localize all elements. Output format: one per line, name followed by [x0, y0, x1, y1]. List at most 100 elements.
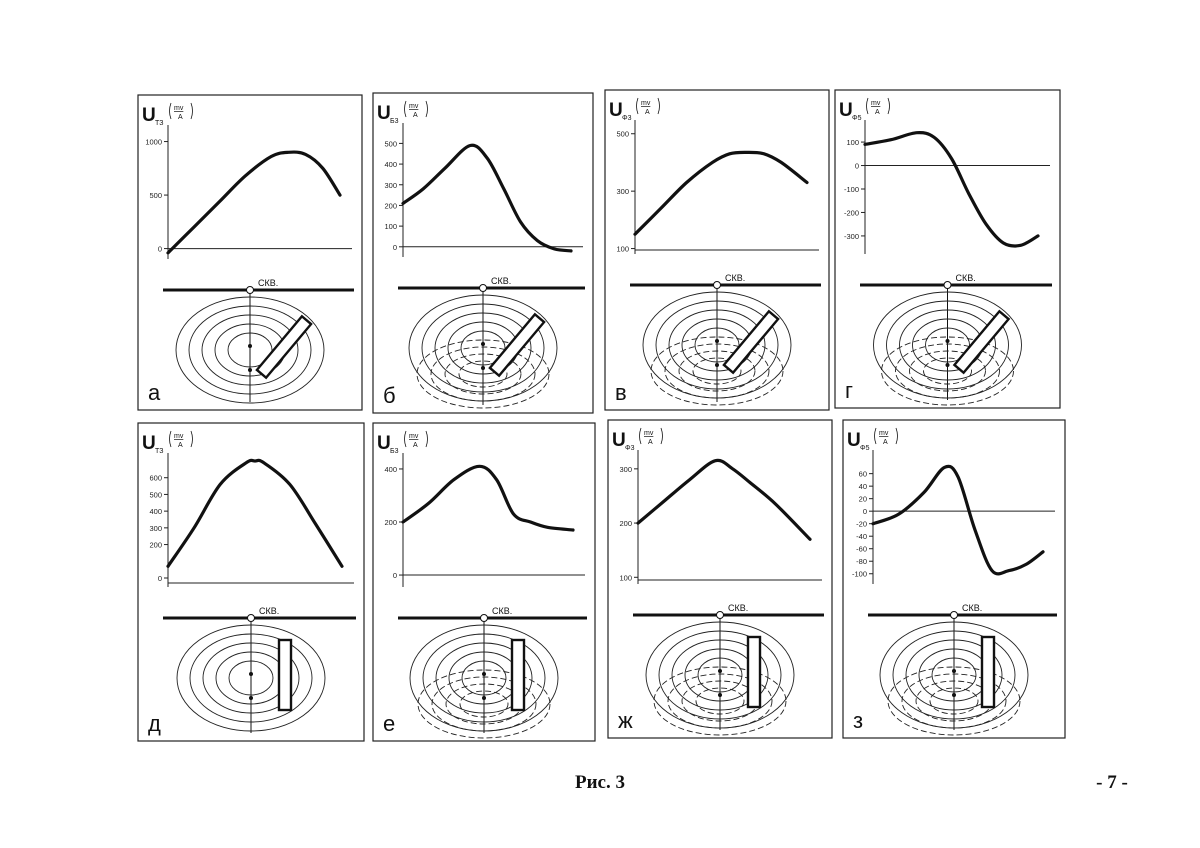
electrode-point: [718, 693, 722, 697]
data-curve: [403, 145, 571, 251]
y-axis-subscript: Б3: [390, 118, 399, 125]
borehole-marker: [247, 287, 254, 294]
electrode-point: [249, 696, 253, 700]
figure-caption: Рис. 3: [560, 772, 640, 794]
borehole-label: СКВ.: [956, 273, 976, 283]
unit-numerator: mv: [879, 430, 889, 437]
data-curve: [168, 152, 340, 253]
y-tick-label: 100: [846, 138, 859, 147]
y-tick-label: 300: [616, 187, 629, 196]
unit-denominator: A: [413, 112, 418, 119]
electrode-point: [482, 672, 486, 676]
y-tick-label: 400: [384, 160, 397, 169]
electrode-point: [952, 693, 956, 697]
y-tick-label: -300: [844, 232, 859, 241]
unit-numerator: mv: [409, 433, 419, 440]
panel-letter: з: [853, 708, 863, 733]
y-tick-label: 300: [149, 524, 162, 533]
y-tick-label: 500: [384, 139, 397, 148]
borehole-marker: [248, 615, 255, 622]
electrode-point: [952, 669, 956, 673]
y-axis-subscript: Φ3: [625, 445, 635, 452]
y-tick-label: 600: [149, 474, 162, 483]
y-axis-subscript: Б3: [390, 448, 399, 455]
y-tick-label: -60: [856, 545, 867, 554]
y-axis-title: U: [609, 100, 623, 121]
y-axis-subscript: ТЗ: [155, 448, 163, 455]
data-curve: [873, 466, 1043, 574]
y-tick-label: 500: [149, 191, 162, 200]
y-tick-label: 0: [393, 243, 397, 252]
y-axis-title: U: [612, 430, 626, 451]
unit-numerator: mv: [174, 105, 184, 112]
unit-denominator: A: [413, 442, 418, 449]
y-tick-label: 500: [149, 490, 162, 499]
panel-letter: ж: [618, 708, 633, 733]
y-tick-label: 500: [616, 130, 629, 139]
borehole-label: СКВ.: [491, 276, 511, 286]
y-axis-subscript: Φ5: [860, 445, 870, 452]
borehole-label: СКВ.: [259, 606, 279, 616]
panel-letter: а: [148, 380, 161, 405]
electrode-point: [718, 669, 722, 673]
borehole-label: СКВ.: [962, 603, 982, 613]
electrode-point: [715, 339, 719, 343]
borehole-label: СКВ.: [728, 603, 748, 613]
y-axis-title: U: [839, 100, 853, 121]
y-tick-label: 100: [384, 222, 397, 231]
y-axis-title: U: [847, 430, 861, 451]
unit-denominator: A: [648, 439, 653, 446]
electrode-point: [715, 363, 719, 367]
electrode-point: [482, 696, 486, 700]
panel-letter: е: [383, 711, 395, 736]
electrode-point: [248, 368, 252, 372]
y-axis-title: U: [377, 103, 391, 124]
borehole-label: СКВ.: [492, 606, 512, 616]
panel-letter: г: [845, 378, 853, 403]
y-tick-label: 300: [619, 465, 632, 474]
y-tick-label: 0: [863, 507, 867, 516]
unit-denominator: A: [875, 109, 880, 116]
y-tick-label: 200: [619, 519, 632, 528]
page-number: - 7 -: [1082, 772, 1142, 794]
ore-body: [512, 640, 524, 710]
y-tick-label: 100: [616, 245, 629, 254]
y-tick-label: -100: [852, 570, 867, 579]
unit-numerator: mv: [409, 103, 419, 110]
y-axis-title: U: [142, 105, 156, 126]
data-curve: [635, 152, 807, 234]
panel-в: UΦ3mvA100300500СКВ.в: [605, 90, 829, 410]
panel-г: UΦ5mvA1000-100-200-300СКВ.г: [835, 90, 1060, 408]
panel-letter: д: [148, 711, 161, 736]
electrode-point: [481, 342, 485, 346]
electrode-point: [248, 344, 252, 348]
data-curve: [638, 460, 810, 539]
panel-letter: б: [383, 383, 396, 408]
y-tick-label: 200: [149, 541, 162, 550]
borehole-marker: [481, 615, 488, 622]
unit-numerator: mv: [644, 430, 654, 437]
y-tick-label: -100: [844, 185, 859, 194]
panel-е: UБ3mvA0200400СКВ.е: [373, 423, 595, 741]
borehole-marker: [951, 612, 958, 619]
y-tick-label: 400: [149, 507, 162, 516]
y-tick-label: 0: [393, 571, 397, 580]
panel-а: UТЗmvA05001000СКВ.а: [138, 95, 362, 410]
panel-ж: UΦ3mvA100200300СКВ.ж: [608, 420, 832, 738]
y-tick-label: 0: [158, 574, 162, 583]
y-tick-label: 0: [855, 162, 859, 171]
electrode-point: [946, 339, 950, 343]
electrode-point: [946, 363, 950, 367]
unit-denominator: A: [883, 439, 888, 446]
panel-б: UБ3mvA0100200300400500СКВ.б: [373, 93, 593, 413]
ore-body: [748, 637, 760, 707]
unit-denominator: A: [178, 442, 183, 449]
y-tick-label: 60: [859, 470, 867, 479]
y-axis-subscript: Φ5: [852, 115, 862, 122]
unit-denominator: A: [645, 109, 650, 116]
y-tick-label: 20: [859, 495, 867, 504]
y-tick-label: 200: [384, 518, 397, 527]
y-tick-label: 40: [859, 482, 867, 491]
borehole-marker: [714, 282, 721, 289]
